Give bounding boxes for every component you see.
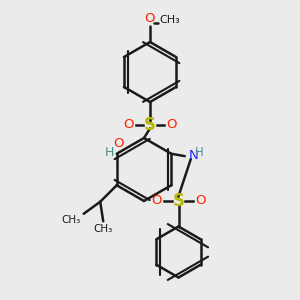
Text: H: H	[194, 146, 203, 159]
Text: O: O	[166, 118, 177, 131]
Text: N: N	[188, 149, 198, 162]
Text: S: S	[144, 116, 156, 134]
Text: S: S	[172, 192, 184, 210]
Text: CH₃: CH₃	[61, 215, 81, 225]
Text: H: H	[104, 146, 114, 159]
Text: O: O	[152, 194, 162, 208]
Text: O: O	[195, 194, 205, 208]
Text: CH₃: CH₃	[94, 224, 113, 234]
Text: CH₃: CH₃	[160, 15, 180, 25]
Text: O: O	[113, 137, 124, 150]
Text: O: O	[144, 12, 154, 25]
Text: O: O	[123, 118, 134, 131]
